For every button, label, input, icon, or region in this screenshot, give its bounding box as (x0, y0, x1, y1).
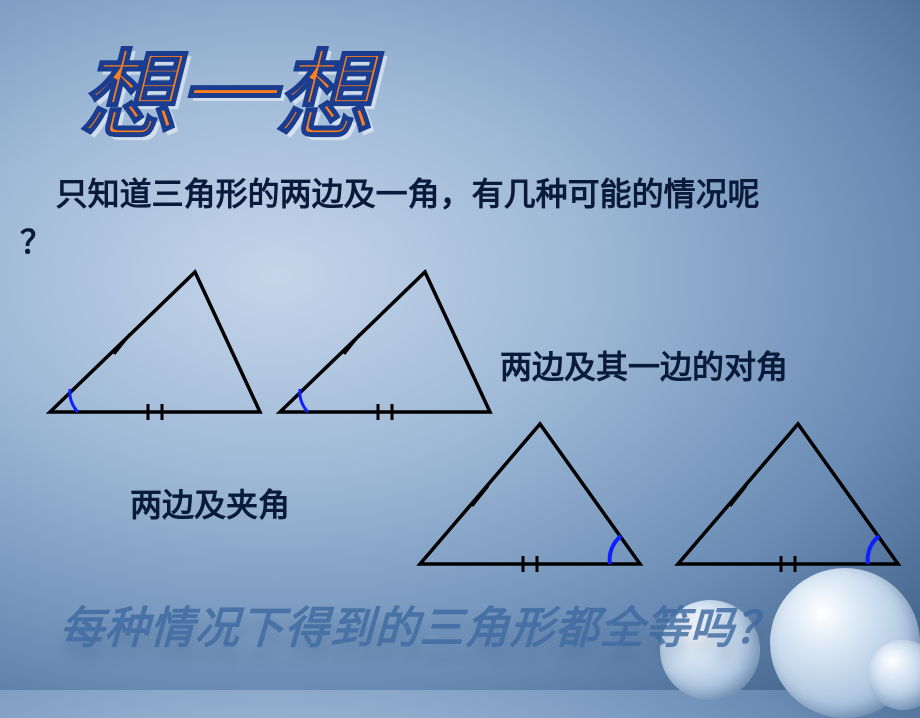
triangle-opposite-2 (668, 414, 908, 579)
slide-title: 想一想 (80, 18, 374, 157)
triangle-opposite-1 (410, 414, 650, 579)
label-included-angle: 两边及夹角 (130, 480, 290, 526)
footer-question: 每种情况下得到的三角形都全等吗？ (59, 592, 781, 656)
label-opposite-angle: 两边及其一边的对角 (500, 342, 788, 388)
main-question: 只知道三角形的两边及一角，有几种可能的情况呢 ？ (20, 170, 900, 266)
question-mark: ？ (20, 224, 52, 260)
question-text: 只知道三角形的两边及一角，有几种可能的情况呢 (56, 176, 760, 212)
triangle-included-1 (40, 262, 270, 427)
slide-title-wrap: 想一想 (80, 18, 374, 157)
triangle-included-2 (270, 262, 500, 427)
